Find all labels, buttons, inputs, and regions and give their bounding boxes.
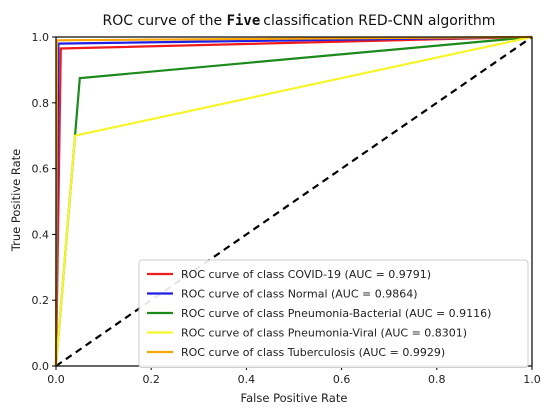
y-tick-label: 0.4 xyxy=(32,228,50,241)
legend-box xyxy=(138,259,529,368)
x-tick-label: 0.8 xyxy=(428,373,446,386)
x-tick-label: 1.0 xyxy=(523,373,541,386)
chart-title: ROC curve of the Five classification RED-… xyxy=(103,13,496,29)
legend-entry-1: ROC curve of class COVID-19 (AUC = 0.979… xyxy=(181,268,431,281)
title-suffix: classification RED-CNN algorithm xyxy=(263,13,495,29)
title-prefix: ROC curve of the xyxy=(103,13,227,29)
x-tick-label: 0.0 xyxy=(47,373,65,386)
title-highlight: Five xyxy=(227,13,261,29)
x-tick-label: 0.6 xyxy=(333,373,351,386)
legend-entry-3: ROC curve of class Pneumonia-Bacterial (… xyxy=(181,307,491,320)
x-axis-label: False Positive Rate xyxy=(241,391,348,405)
y-tick-label: 0.8 xyxy=(32,97,50,110)
y-axis-label: True Positive Rate xyxy=(9,149,23,252)
legend-entry-2: ROC curve of class Normal (AUC = 0.9864) xyxy=(181,288,418,301)
series-line-4 xyxy=(54,35,533,367)
x-tick-label: 0.4 xyxy=(238,373,256,386)
y-tick-label: 0.6 xyxy=(32,163,50,176)
axis-ticks: 0.0 0.2 0.4 0.6 0.8 1.0 0.0 0.2 0.4 0.6 0.8 1.0 xyxy=(32,31,541,386)
y-tick-label: 0.0 xyxy=(32,360,50,373)
x-tick-label: 0.2 xyxy=(142,373,160,386)
y-tick-label: 1.0 xyxy=(32,31,50,44)
legend-entry-4: ROC curve of class Pneumonia-Viral (AUC … xyxy=(181,327,467,340)
legend-entry-5: ROC curve of class Tuberculosis (AUC = 0… xyxy=(181,346,445,359)
legend: ROC curve of class COVID-19 (AUC = 0.979… xyxy=(138,259,529,368)
diagonal-reference-line xyxy=(55,36,533,367)
y-tick-label: 0.2 xyxy=(32,294,50,307)
